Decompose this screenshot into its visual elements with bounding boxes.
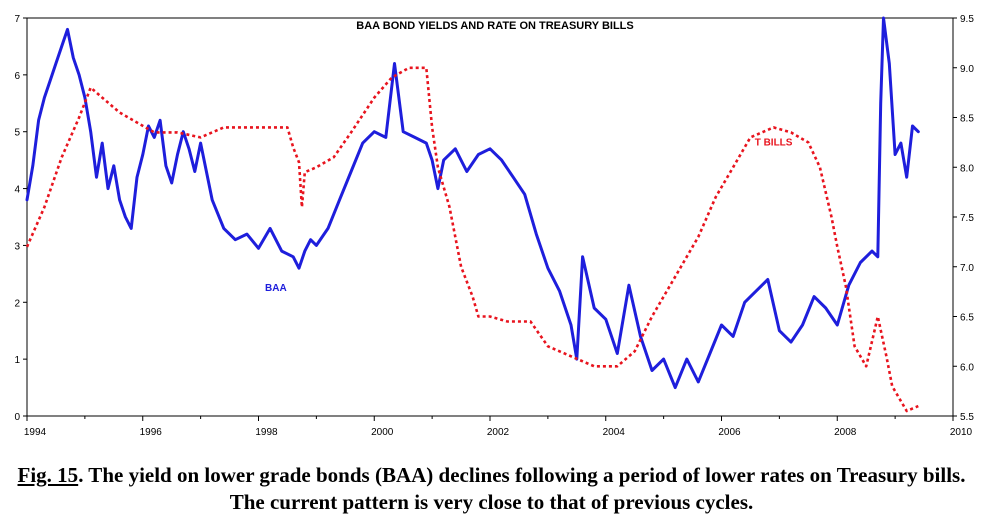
y-right-tick-label: 5.5 xyxy=(960,412,974,423)
figure-caption-label: Fig. 15 xyxy=(17,463,79,487)
y-left-tick-label: 4 xyxy=(14,185,20,196)
y-right-tick-label: 7.0 xyxy=(960,263,974,274)
y-left-tick-label: 6 xyxy=(14,71,20,82)
chart-title: BAA BOND YIELDS AND RATE ON TREASURY BIL… xyxy=(356,20,633,32)
chart: BAA BOND YIELDS AND RATE ON TREASURY BIL… xyxy=(14,14,974,438)
x-tick-label: 1996 xyxy=(140,427,163,438)
y-right-tick-label: 6.5 xyxy=(960,313,974,324)
series-label-baa: BAA xyxy=(265,283,287,294)
chart-axes: 1994 1996 1998 2000 2002 2004 2006 2008 2010 0 1 2 3… xyxy=(14,14,974,438)
y-right-tick-label: 7.5 xyxy=(960,213,974,224)
plot-frame xyxy=(26,17,954,417)
series-line-baa xyxy=(25,16,920,390)
y-right-tick-label: 9.5 xyxy=(960,14,974,25)
figure-caption: Fig. 15. The yield on lower grade bonds … xyxy=(0,462,983,516)
x-tick-label: 2010 xyxy=(950,427,973,438)
y-left-tick-label: 2 xyxy=(14,298,20,309)
y-left-tick-label: 7 xyxy=(14,14,20,25)
x-tick-label: 1998 xyxy=(255,427,278,438)
x-tick-label: 2006 xyxy=(718,427,741,438)
y-right-tick-label: 8.5 xyxy=(960,114,974,125)
y-right-tick-label: 6.0 xyxy=(960,362,974,373)
figure-caption-text: . The yield on lower grade bonds (BAA) d… xyxy=(78,463,966,514)
series-label-tbills: T BILLS xyxy=(755,137,793,148)
x-tick-label: 2008 xyxy=(834,427,857,438)
series-line-t-bills xyxy=(25,66,919,413)
x-tick-label: 1994 xyxy=(24,427,47,438)
x-tick-label: 2002 xyxy=(487,427,510,438)
x-tick-label: 2004 xyxy=(603,427,626,438)
y-left-tick-label: 0 xyxy=(14,412,20,423)
y-right-tick-label: 8.0 xyxy=(960,163,974,174)
y-left-tick-label: 1 xyxy=(14,355,20,366)
x-tick-label: 2000 xyxy=(371,427,394,438)
y-left-tick-label: 5 xyxy=(14,128,20,139)
y-left-tick-label: 3 xyxy=(14,241,20,252)
y-right-tick-label: 9.0 xyxy=(960,64,974,75)
chart-series-layer xyxy=(25,16,920,413)
